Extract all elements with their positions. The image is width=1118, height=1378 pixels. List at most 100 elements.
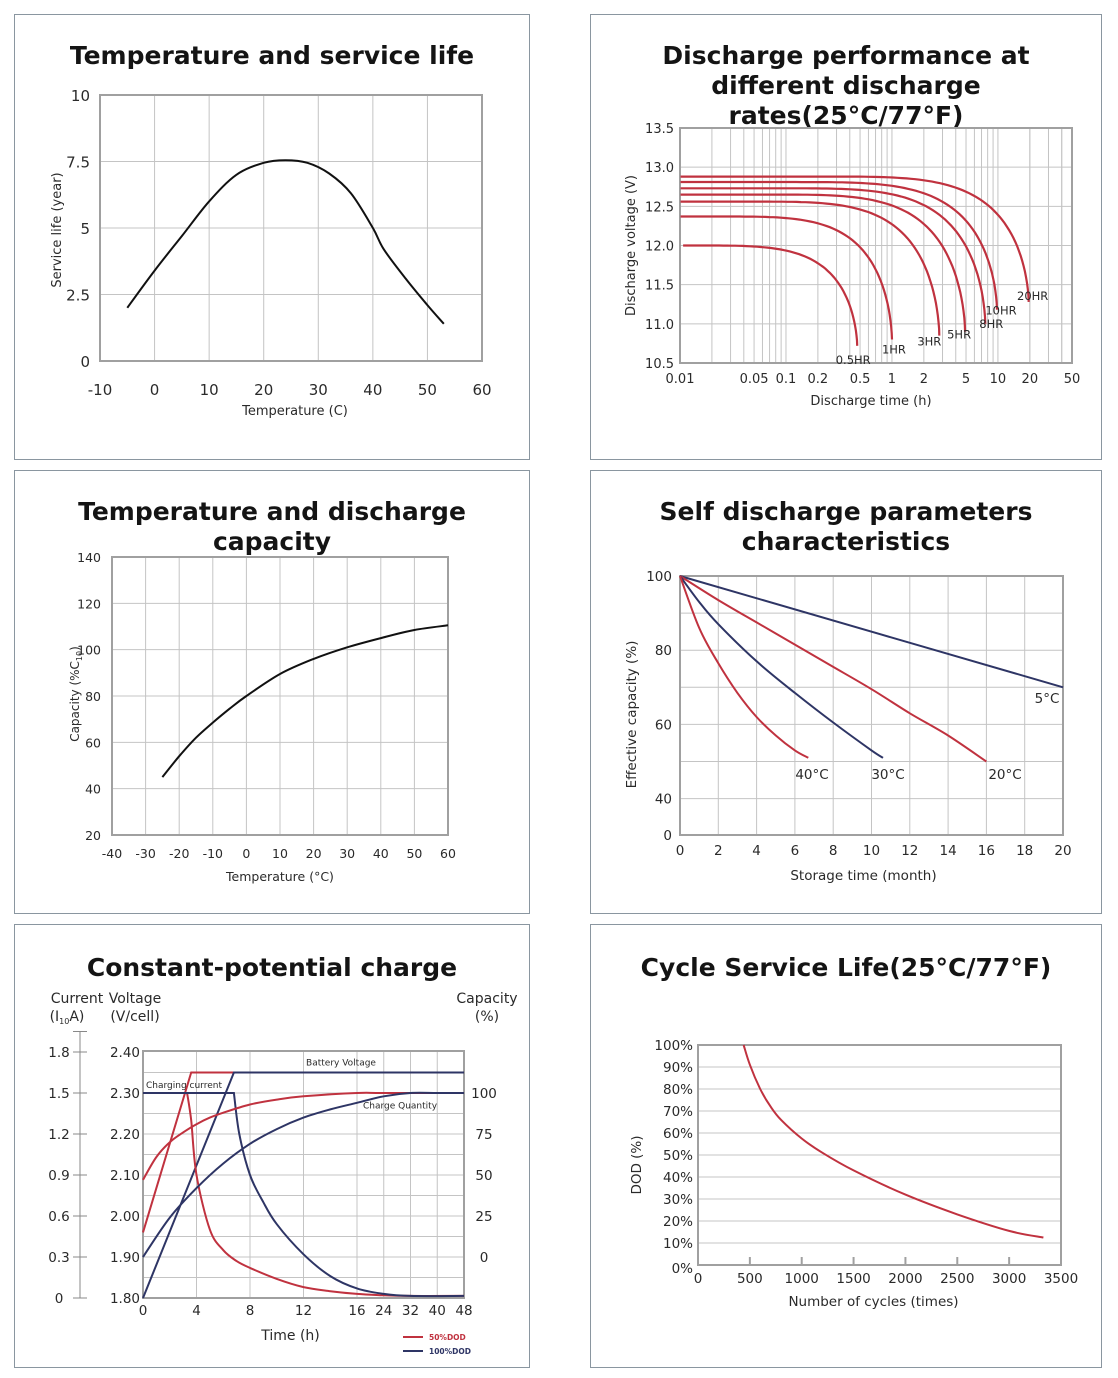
series-label: 10HR <box>985 304 1016 318</box>
series-line-40c <box>679 575 809 759</box>
series-line-capacity <box>161 624 449 778</box>
x-tick-label: 2500 <box>940 1271 974 1287</box>
current-axis-title: Current <box>51 991 104 1007</box>
panel-self-discharge: Self discharge parameters characteristic… <box>590 470 1102 914</box>
x-axis-label: Temperature (C) <box>241 404 348 419</box>
y-axis-label: Capacity (%C10) <box>68 646 84 742</box>
y-tick-label: 60 <box>85 735 101 750</box>
x-tick-label: 5 <box>962 372 970 387</box>
x-tick-label: 500 <box>737 1271 763 1287</box>
x-tick-label: -30 <box>135 846 155 861</box>
x-tick-label: 10 <box>272 846 288 861</box>
capacity-tick-label: 75 <box>475 1127 492 1143</box>
chart-title: Constant-potential charge <box>86 953 458 982</box>
y-tick-label: 20 <box>85 828 101 843</box>
y-tick-label: 60 <box>655 717 672 733</box>
x-tick-label: 60 <box>472 381 491 399</box>
series-label: 20°C <box>988 767 1021 783</box>
series-line-20c <box>679 575 987 763</box>
x-tick-label: 24 <box>375 1303 392 1319</box>
y-tick-label: 40% <box>663 1170 693 1186</box>
current-tick-label: 1.2 <box>48 1127 69 1143</box>
x-tick-label: 20 <box>1022 372 1039 387</box>
x-tick-label: -40 <box>102 846 122 861</box>
chart-temperature-capacity: -40 -30 -20 -10 0 10 20 30 40 50 60 20 40 60 80 100 120 1… <box>68 550 456 884</box>
x-tick-label: 14 <box>940 843 957 859</box>
capacity-tick-label: 25 <box>475 1209 492 1225</box>
y-tick-label: 100% <box>654 1038 693 1054</box>
legend-label: 100%DOD <box>429 1347 471 1356</box>
annotation-battery-voltage: Battery Voltage <box>306 1058 376 1068</box>
series-label: 3HR <box>917 335 941 349</box>
capacity-axis-unit: (%) <box>475 1009 499 1025</box>
annotation-charge-quantity: Charge Quantity <box>363 1101 438 1111</box>
panel-cycle-service-life: Cycle Service Life(25°C/77°F) 0 500 1000 15… <box>590 924 1102 1368</box>
x-tick-label: 0.05 <box>740 372 769 387</box>
capacity-tick-label: 0 <box>480 1250 489 1266</box>
x-tick-label: -20 <box>169 846 189 861</box>
series-line-battery-voltage-50-dod <box>142 1071 234 1233</box>
x-tick-label: 0 <box>139 1303 148 1319</box>
panel-discharge-performance: Discharge performance at different disch… <box>590 14 1102 460</box>
voltage-tick-label: 2.30 <box>110 1086 140 1102</box>
x-tick-label: 18 <box>1016 843 1033 859</box>
x-tick-label: -10 <box>203 846 223 861</box>
series-line-3hr <box>680 200 941 336</box>
x-axis-label: Time (h) <box>260 1328 320 1344</box>
x-tick-label: 8 <box>246 1303 255 1319</box>
voltage-tick-label: 1.80 <box>110 1291 140 1307</box>
y-tick-label: 60% <box>663 1126 693 1142</box>
series-line-dod <box>742 1044 1044 1239</box>
y-tick-label: 120 <box>77 596 101 611</box>
series-line-5hr <box>680 193 967 332</box>
series-line-8hr <box>680 187 987 324</box>
current-tick-label: 0 <box>55 1291 64 1307</box>
current-tick-label: 0.9 <box>48 1168 69 1184</box>
x-tick-label: 6 <box>791 843 800 859</box>
x-tick-label: 8 <box>829 843 838 859</box>
x-tick-label: 3000 <box>992 1271 1026 1287</box>
x-tick-label: 0.2 <box>808 372 829 387</box>
x-axis-label: Number of cycles (times) <box>788 1294 958 1310</box>
voltage-tick-label: 2.10 <box>110 1168 140 1184</box>
x-tick-label: 60 <box>440 846 456 861</box>
series-label: 5HR <box>947 328 971 342</box>
plot-frame <box>142 1050 465 1299</box>
series-line-charge-quantity-100-dod <box>142 1091 464 1258</box>
series-line-1hr <box>680 215 894 340</box>
series-line-battery-voltage-100-dod <box>142 1071 464 1299</box>
x-tick-label: 30 <box>339 846 355 861</box>
chart-self-discharge: 0 2 4 6 8 10 12 14 16 18 20 0 40 60 80 100 Storage time … <box>624 569 1072 884</box>
capacity-tick-label: 100 <box>471 1086 497 1102</box>
x-tick-label: 50 <box>418 381 437 399</box>
y-tick-label: 12.0 <box>645 240 674 255</box>
y-tick-label: 10.5 <box>645 357 674 372</box>
x-tick-label: 16 <box>978 843 995 859</box>
x-tick-label: 20 <box>1054 843 1071 859</box>
x-tick-label: 12 <box>295 1303 312 1319</box>
y-tick-label: 7.5 <box>66 154 90 172</box>
series-label: 20HR <box>1017 289 1048 303</box>
y-tick-label: 12.5 <box>645 200 674 215</box>
series-line-10hr <box>680 180 999 310</box>
voltage-axis-unit: (V/cell) <box>110 1009 159 1025</box>
y-tick-label: 80 <box>85 689 101 704</box>
y-tick-label: 140 <box>77 550 101 565</box>
y-tick-label: 0% <box>672 1261 694 1277</box>
x-tick-label: 2000 <box>888 1271 922 1287</box>
y-tick-label: 70% <box>663 1104 693 1120</box>
series-line-charge-quantity-50-dod <box>142 1091 464 1181</box>
current-tick-label: 1.8 <box>48 1045 69 1061</box>
chart-temperature-service-life: -10 0 10 20 30 40 50 60 0 2.5 5 7.5 10 Temperature (C… <box>50 87 492 419</box>
series-label: 8HR <box>979 317 1003 331</box>
y-tick-label: 11.0 <box>645 318 674 333</box>
panel-constant-potential-charge: Constant-potential charge 0 0.3 0.6 0.9 1.2 1… <box>14 924 530 1368</box>
current-tick-label: 0.6 <box>48 1209 69 1225</box>
x-tick-label: 4 <box>752 843 761 859</box>
x-tick-label: 40 <box>363 381 382 399</box>
x-tick-label: 10 <box>863 843 880 859</box>
y-tick-label: 2.5 <box>66 287 90 305</box>
voltage-tick-label: 2.00 <box>110 1209 140 1225</box>
legend-label: 50%DOD <box>429 1333 466 1342</box>
current-tick-label: 0.3 <box>48 1250 69 1266</box>
